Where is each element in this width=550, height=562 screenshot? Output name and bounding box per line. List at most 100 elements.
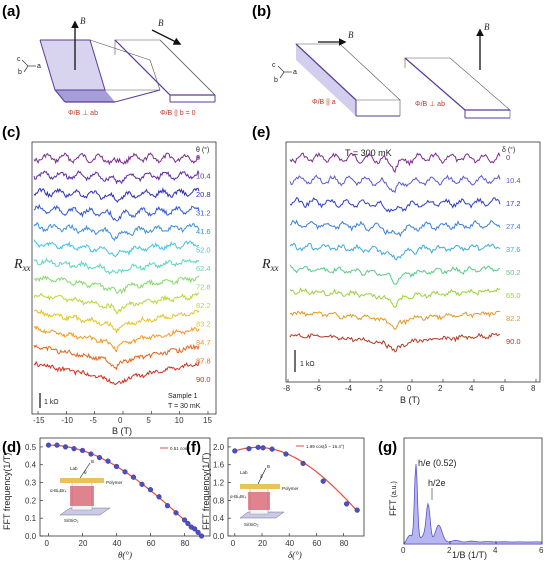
panel-g-ylabel: FFT(a.u.) xyxy=(388,481,398,516)
f-point-9 xyxy=(354,507,360,513)
inset-f-substrate: Si/SiO₂ xyxy=(244,522,259,527)
panel-g-peak2-label: h/2e xyxy=(428,478,446,488)
f-point-5 xyxy=(283,451,289,457)
d-point-9 xyxy=(122,469,128,475)
panel-c-legend: 0 10.4 20.8 31.2 41.6 52.0 62.4 72.8 82.2 83.2 84.… xyxy=(196,153,211,384)
axis-c-label-a: c xyxy=(17,56,21,63)
panel-e-label: (e) xyxy=(252,124,270,141)
c-curve-6 xyxy=(33,257,200,275)
g-xtick-label-3: 6 xyxy=(539,546,544,555)
inset-d-polymer: Polymer xyxy=(106,480,123,485)
axis-c-label-b: c xyxy=(272,62,276,69)
d-point-12 xyxy=(147,487,154,493)
inset-f-crystal: α-Bi₄Br₄ xyxy=(230,494,246,499)
c-curve-3 xyxy=(33,203,200,222)
e-curve-8 xyxy=(289,332,501,353)
e-curve-5 xyxy=(289,264,501,285)
panel-e-xlabel: B (T) xyxy=(400,395,420,405)
d-point-20 xyxy=(195,529,201,536)
f-ytick-label-2: 0.8 xyxy=(213,496,225,505)
axis-b-label-a: b xyxy=(18,69,22,76)
e-xtick-label-7: 6 xyxy=(500,384,505,393)
c-series-label-3: 31.2 xyxy=(196,209,211,218)
panel-f: (f) FFT frequency(1/T) 0.0 0.4 0.8 1.2 1.6 2.… xyxy=(186,437,365,560)
panel-e-legend: 0 10.4 17.2 27.4 37.6 50.2 65.0 82.2 90.0 xyxy=(506,153,521,346)
panel-d-inset: Lab B θ Polymer α-Bi₄Br₄ Si/SiO₂ xyxy=(50,459,123,523)
panel-c-param-header: θ (°) xyxy=(196,146,209,154)
panel-d-frame xyxy=(39,437,211,537)
c-series-label-10: 84.7 xyxy=(196,338,211,347)
d-point-5 xyxy=(88,451,94,457)
panel-f-ticks: 0.0 0.4 0.8 1.2 1.6 2.0 0 20 40 60 80 xyxy=(213,443,349,548)
c-xtick-label-3: 0 xyxy=(118,416,123,425)
d-xtick-label-1: 20 xyxy=(79,539,88,548)
g-xtick-label-0: 0 xyxy=(401,546,406,555)
panel-d-xlabel: θ(°) xyxy=(118,550,132,560)
inset-d-substrate: Si/SiO₂ xyxy=(64,518,79,523)
inset-f-lab: Lab xyxy=(240,470,248,475)
axis-a-label-b: a xyxy=(293,69,297,76)
f-point-7 xyxy=(320,478,326,484)
c-xtick-label-6: 15 xyxy=(203,416,212,425)
panel-e-temp: T = 300 mK xyxy=(345,148,392,158)
c-curve-12 xyxy=(33,360,200,386)
panel-g: (g) FFT(a.u.) 0 2 4 6 h/e (0.52) h/2e 1/B (… xyxy=(378,437,544,560)
e-series-label-1: 10.4 xyxy=(506,176,521,185)
f-xtick-label-2: 40 xyxy=(285,539,294,548)
panel-c-xticks: -15 -10 -5 0 5 10 15 xyxy=(33,411,212,425)
inset-f-b: B xyxy=(267,464,270,469)
g-xtick-label-2: 4 xyxy=(493,546,498,555)
f-ytick-label-4: 1.6 xyxy=(213,461,225,470)
c-xtick-label-4: 5 xyxy=(146,416,151,425)
panel-f-xlabel: δ(°) xyxy=(288,550,302,560)
d-point-11 xyxy=(139,481,145,487)
c-xtick-label-0: -15 xyxy=(33,416,45,425)
f-ytick-label-3: 1.2 xyxy=(213,479,225,488)
d-point-21 xyxy=(198,533,205,539)
f-ytick-label-0: 0.0 xyxy=(213,532,225,541)
e-xtick-label-4: 0 xyxy=(407,384,412,393)
panel-g-label: (g) xyxy=(378,439,397,456)
c-series-label-12: 90.0 xyxy=(196,375,211,384)
panel-g-peak1-label: h/e (0.52) xyxy=(418,458,457,468)
e-xtick-label-1: -6 xyxy=(314,384,322,393)
g-xtick-label-1: 2 xyxy=(447,546,452,555)
d-xtick-label-4: 80 xyxy=(181,539,190,548)
e-curve-0 xyxy=(289,151,501,173)
f-point-6 xyxy=(300,460,306,466)
d-point-4 xyxy=(79,447,86,454)
e-xtick-label-6: 4 xyxy=(469,384,474,393)
caption-right-b: Φ/B ⊥ ab xyxy=(415,101,445,108)
d-ytick-label-0: 0.0 xyxy=(25,532,37,541)
panel-f-label: (f) xyxy=(186,439,201,456)
panel-f-fit-line xyxy=(234,446,358,512)
inset-f-delta: δ xyxy=(260,474,263,479)
e-curve-1 xyxy=(289,174,501,194)
e-series-label-4: 37.6 xyxy=(506,245,521,254)
panel-c-temp: T = 30 mK xyxy=(168,403,201,410)
c-series-label-5: 52.0 xyxy=(196,246,211,255)
d-xtick-label-3: 60 xyxy=(147,539,156,548)
panel-d-ticks: 0.0 0.1 0.2 0.3 0.4 0.5 0 20 40 60 80 xyxy=(25,443,190,548)
d-point-10 xyxy=(130,474,137,480)
panel-e-frame xyxy=(285,141,541,383)
e-series-label-0: 0 xyxy=(506,153,510,162)
crystal-right-a: B xyxy=(114,18,216,103)
panel-c-sample: Sample 1 xyxy=(168,393,198,400)
f-xtick-label-3: 60 xyxy=(312,539,321,548)
e-xtick-label-8: 8 xyxy=(531,384,536,393)
panel-g-xlabel: 1/B (1/T) xyxy=(452,550,487,560)
d-point-3 xyxy=(71,446,77,452)
c-curve-4 xyxy=(33,221,200,242)
c-xtick-label-2: -5 xyxy=(90,416,98,425)
e-xtick-label-2: -4 xyxy=(345,384,353,393)
d-point-13 xyxy=(156,494,162,500)
panel-b-label: (b) xyxy=(252,3,271,20)
e-series-label-2: 17.2 xyxy=(506,199,521,208)
e-series-label-5: 50.2 xyxy=(506,268,521,277)
c-curve-7 xyxy=(33,275,200,295)
d-point-17 xyxy=(185,520,191,527)
field-label-a2: B xyxy=(158,18,164,28)
c-series-label-8: 82.2 xyxy=(196,301,211,310)
